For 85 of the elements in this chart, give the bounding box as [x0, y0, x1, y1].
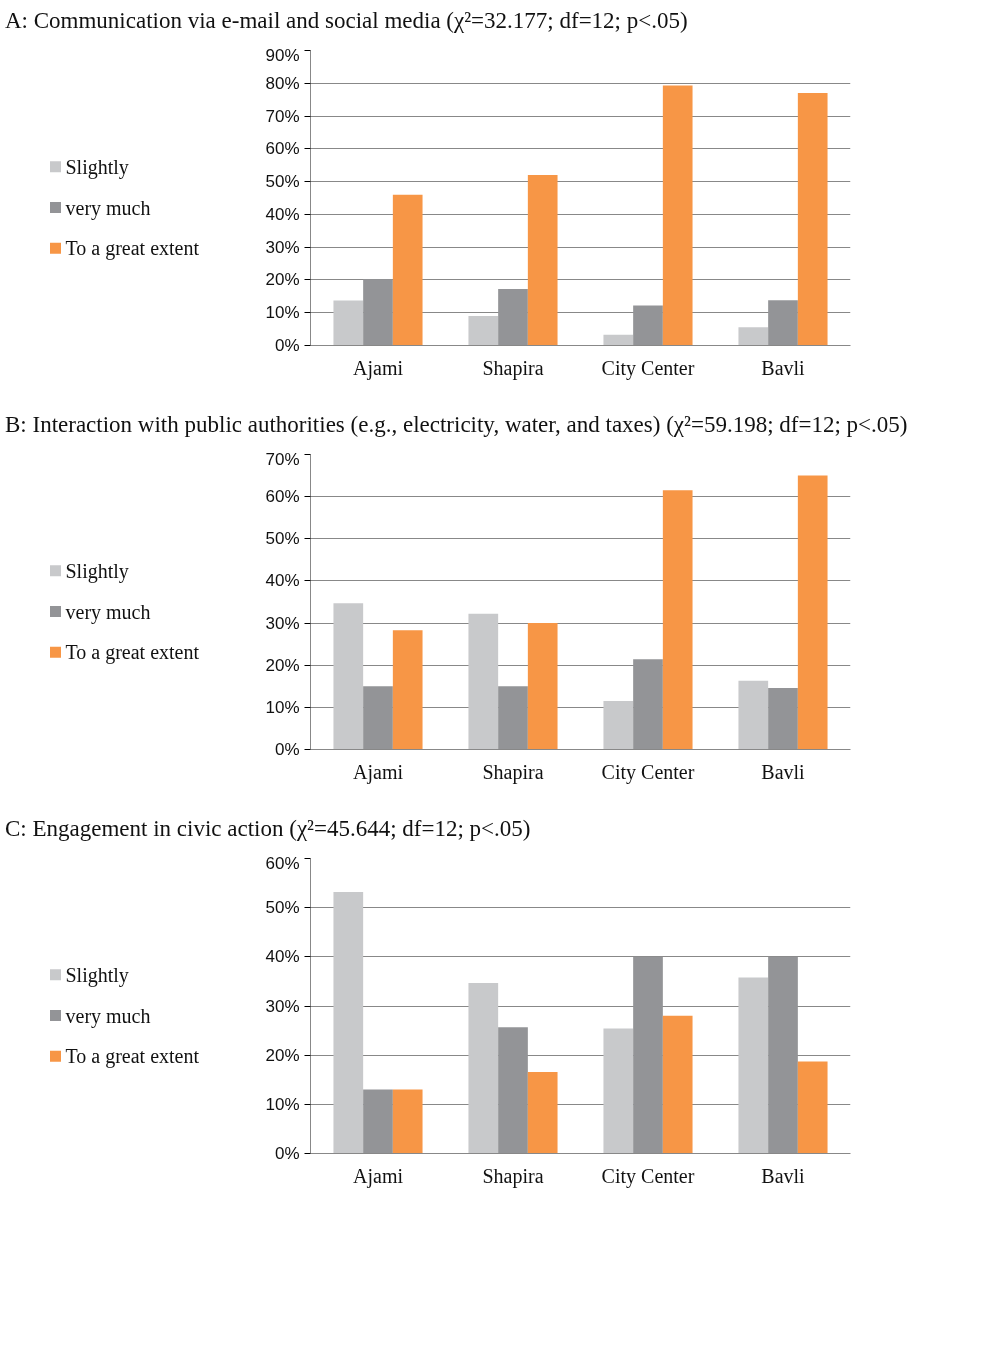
x-tick-label: Ajami [353, 356, 404, 380]
y-tick-label: 10% [265, 303, 300, 323]
bar [498, 1027, 528, 1154]
bar [738, 327, 769, 346]
bar [527, 623, 558, 750]
bar [468, 316, 499, 346]
y-tick-label: 0% [274, 1144, 300, 1164]
legend-label: Slightly [65, 963, 129, 987]
x-tick-label: Ajami [353, 1164, 404, 1188]
y-tick-label: 10% [265, 697, 300, 717]
y-tick-label: 80% [265, 73, 300, 93]
chart-title: B: Interaction with public authorities (e.g., electricity, water, and taxes) (χ²=59.198; df=12; p<.05) [5, 411, 908, 440]
bar [662, 85, 693, 346]
bar [333, 892, 364, 1154]
x-tick-label: Ajami [353, 760, 404, 784]
bar [797, 1061, 828, 1154]
x-tick-label: Shapira [482, 1164, 544, 1188]
x-tick-label: City Center [601, 1164, 695, 1188]
bar [738, 680, 769, 750]
bar [527, 175, 558, 346]
bar [768, 300, 798, 346]
legend-label: To a great extent [65, 237, 200, 261]
y-tick-label: 0% [274, 336, 300, 356]
bar [363, 686, 393, 750]
y-tick-label: 40% [265, 204, 300, 224]
bar [333, 603, 364, 750]
bar [797, 93, 828, 346]
y-tick-label: 20% [265, 1045, 300, 1065]
legend-label: Slightly [65, 155, 129, 179]
legend-label: To a great extent [65, 641, 200, 665]
chart-title: C: Engagement in civic action (χ²=45.644; df=12; p<.05) [5, 815, 531, 844]
chart-title: A: Communication via e-mail and social media (χ²=32.177; df=12; p<.05) [5, 7, 688, 35]
bar [603, 334, 634, 346]
bar [392, 194, 423, 346]
y-tick-label: 50% [265, 898, 300, 918]
y-tick-label: 40% [265, 571, 300, 591]
bar [633, 659, 663, 750]
bar [498, 289, 528, 346]
bar [738, 977, 769, 1154]
bar [363, 279, 393, 346]
x-tick-label: City Center [601, 356, 695, 380]
y-tick-label: 30% [265, 613, 300, 633]
y-tick-label: 0% [274, 740, 300, 760]
y-tick-label: 60% [265, 139, 300, 159]
y-tick-label: 40% [265, 947, 300, 967]
bar [333, 300, 364, 346]
y-tick-label: 30% [265, 237, 300, 257]
y-tick-label: 90% [265, 45, 300, 65]
bar [768, 688, 798, 750]
bar [392, 1089, 423, 1154]
legend-label: very much [65, 600, 151, 624]
x-tick-label: Bavli [761, 356, 806, 379]
legend-label: very much [65, 196, 151, 220]
y-tick-label: 50% [265, 529, 300, 549]
legend-label: To a great extent [65, 1045, 200, 1069]
bar [768, 956, 798, 1154]
legend-label: very much [65, 1004, 151, 1028]
x-tick-label: Shapira [482, 760, 544, 784]
bar [498, 686, 528, 750]
bar [468, 983, 499, 1154]
bar [603, 1028, 634, 1154]
bar [797, 475, 828, 750]
bar [468, 613, 499, 750]
y-tick-label: 20% [265, 270, 300, 290]
x-tick-label: Bavli [761, 760, 806, 783]
y-tick-label: 70% [265, 449, 300, 469]
bar [662, 1015, 693, 1154]
bar [527, 1072, 558, 1154]
x-tick-label: City Center [601, 760, 695, 784]
bar [363, 1089, 393, 1154]
bar [603, 701, 634, 750]
x-tick-label: Shapira [482, 356, 544, 380]
y-tick-label: 60% [265, 853, 300, 873]
y-tick-label: 60% [265, 487, 300, 507]
legend-label: Slightly [65, 559, 129, 583]
bar [633, 305, 663, 346]
y-tick-label: 10% [265, 1094, 300, 1114]
x-tick-label: Bavli [761, 1164, 806, 1187]
bar [662, 490, 693, 750]
y-tick-label: 30% [265, 996, 300, 1016]
bar [633, 956, 663, 1154]
y-tick-label: 70% [265, 106, 300, 126]
bar [392, 630, 423, 750]
y-tick-label: 20% [265, 655, 300, 675]
y-tick-label: 50% [265, 172, 300, 192]
